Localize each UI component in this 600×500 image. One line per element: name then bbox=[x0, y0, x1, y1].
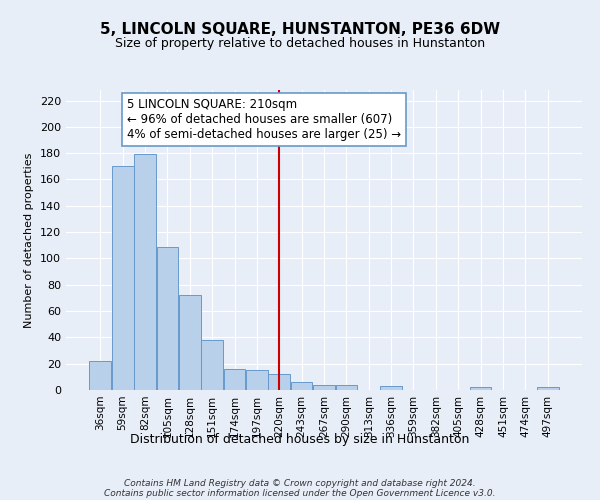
Bar bbox=[246, 370, 268, 390]
Text: Distribution of detached houses by size in Hunstanton: Distribution of detached houses by size … bbox=[130, 432, 470, 446]
Bar bbox=[89, 361, 111, 390]
Bar bbox=[157, 246, 178, 390]
Bar bbox=[134, 154, 156, 390]
Text: Contains public sector information licensed under the Open Government Licence v3: Contains public sector information licen… bbox=[104, 488, 496, 498]
Bar bbox=[202, 340, 223, 390]
Y-axis label: Number of detached properties: Number of detached properties bbox=[25, 152, 34, 328]
Bar bbox=[179, 296, 200, 390]
Bar bbox=[224, 369, 245, 390]
Bar bbox=[313, 384, 335, 390]
Text: 5 LINCOLN SQUARE: 210sqm
← 96% of detached houses are smaller (607)
4% of semi-d: 5 LINCOLN SQUARE: 210sqm ← 96% of detach… bbox=[127, 98, 401, 141]
Bar bbox=[291, 382, 313, 390]
Bar bbox=[537, 388, 559, 390]
Bar bbox=[112, 166, 134, 390]
Bar bbox=[380, 386, 402, 390]
Bar bbox=[268, 374, 290, 390]
Bar bbox=[470, 388, 491, 390]
Bar bbox=[335, 384, 357, 390]
Text: Contains HM Land Registry data © Crown copyright and database right 2024.: Contains HM Land Registry data © Crown c… bbox=[124, 478, 476, 488]
Text: Size of property relative to detached houses in Hunstanton: Size of property relative to detached ho… bbox=[115, 38, 485, 51]
Text: 5, LINCOLN SQUARE, HUNSTANTON, PE36 6DW: 5, LINCOLN SQUARE, HUNSTANTON, PE36 6DW bbox=[100, 22, 500, 38]
